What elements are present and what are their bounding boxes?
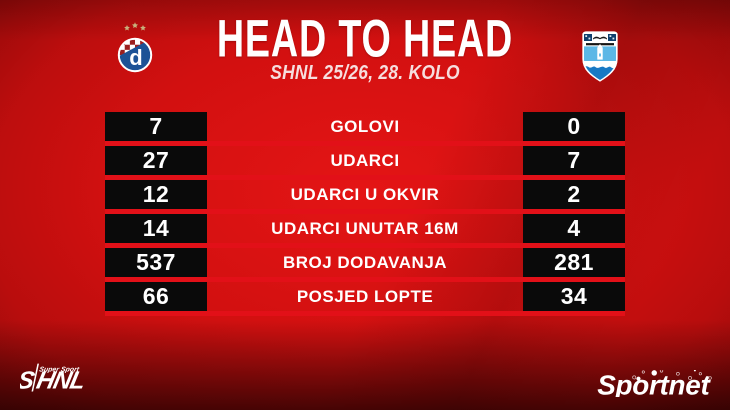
svg-text:Sportnet: Sportnet — [597, 370, 711, 397]
svg-text:d: d — [129, 45, 142, 70]
svg-text:Super Sport: Super Sport — [38, 366, 80, 373]
